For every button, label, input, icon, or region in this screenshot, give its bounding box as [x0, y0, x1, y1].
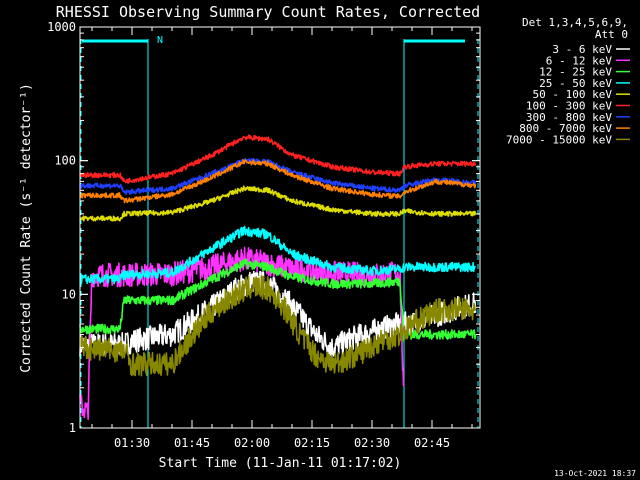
y-tick-label: 1 [69, 421, 76, 435]
series-line-100-300-kev [79, 134, 477, 184]
y-axis: 1 10 100 1000 [47, 20, 480, 435]
legend-label-6-12-kev: 6 - 12 keV [546, 54, 613, 67]
legend-label-100-300-kev: 100 - 300 keV [526, 100, 612, 113]
legend-label-12-25-kev: 12 - 25 keV [539, 66, 612, 79]
legend-label-25-50-kev: 25 - 50 keV [539, 77, 612, 90]
data-series [79, 134, 477, 420]
x-axis: 01:30 01:45 02:00 02:15 02:30 02:45 [91, 27, 473, 450]
night-intervals [80, 39, 479, 428]
legend-label-300-800-kev: 300 - 800 keV [526, 111, 612, 124]
x-tick-label: 02:30 [354, 436, 390, 450]
legend-label-3-6-kev: 3 - 6 keV [552, 43, 612, 56]
legend-label-800-7000-kev: 800 - 7000 keV [519, 122, 612, 135]
series-line-7000-15000-kev [79, 275, 477, 377]
y-tick-label: 1000 [47, 20, 76, 34]
legend-label-7000-15000-kev: 7000 - 15000 keV [506, 133, 612, 146]
x-tick-label: 01:30 [114, 436, 150, 450]
chart-title: RHESSI Observing Summary Count Rates, Co… [56, 3, 480, 21]
x-tick-label: 01:45 [174, 436, 210, 450]
flag-bar: N [82, 35, 465, 46]
y-tick-label: 100 [54, 154, 76, 168]
legend-header-line1: Det 1,3,4,5,6,9, [522, 16, 628, 29]
plot-frame [79, 26, 481, 429]
series-line-50-100-kev [79, 185, 477, 222]
x-tick-label: 02:45 [414, 436, 450, 450]
flag-marker-label: N [157, 35, 163, 46]
x-tick-label: 02:15 [294, 436, 330, 450]
x-tick-label: 02:00 [234, 436, 270, 450]
y-axis-label: Corrected Count Rate (s⁻¹ detector⁻¹) [19, 83, 34, 373]
series-line-25-50-kev [79, 225, 476, 285]
y-tick-label: 10 [62, 287, 76, 301]
series-line-3-6-kev [79, 270, 477, 358]
series-line-12-25-kev [79, 258, 477, 340]
x-axis-label: Start Time (11-Jan-11 01:17:02) [159, 456, 402, 471]
timestamp: 13-Oct-2021 18:37 [554, 469, 636, 478]
legend-header-line2: Att 0 [595, 28, 628, 41]
series-line-800-7000-kev [79, 159, 477, 204]
legend-label-50-100-kev: 50 - 100 keV [533, 88, 613, 101]
